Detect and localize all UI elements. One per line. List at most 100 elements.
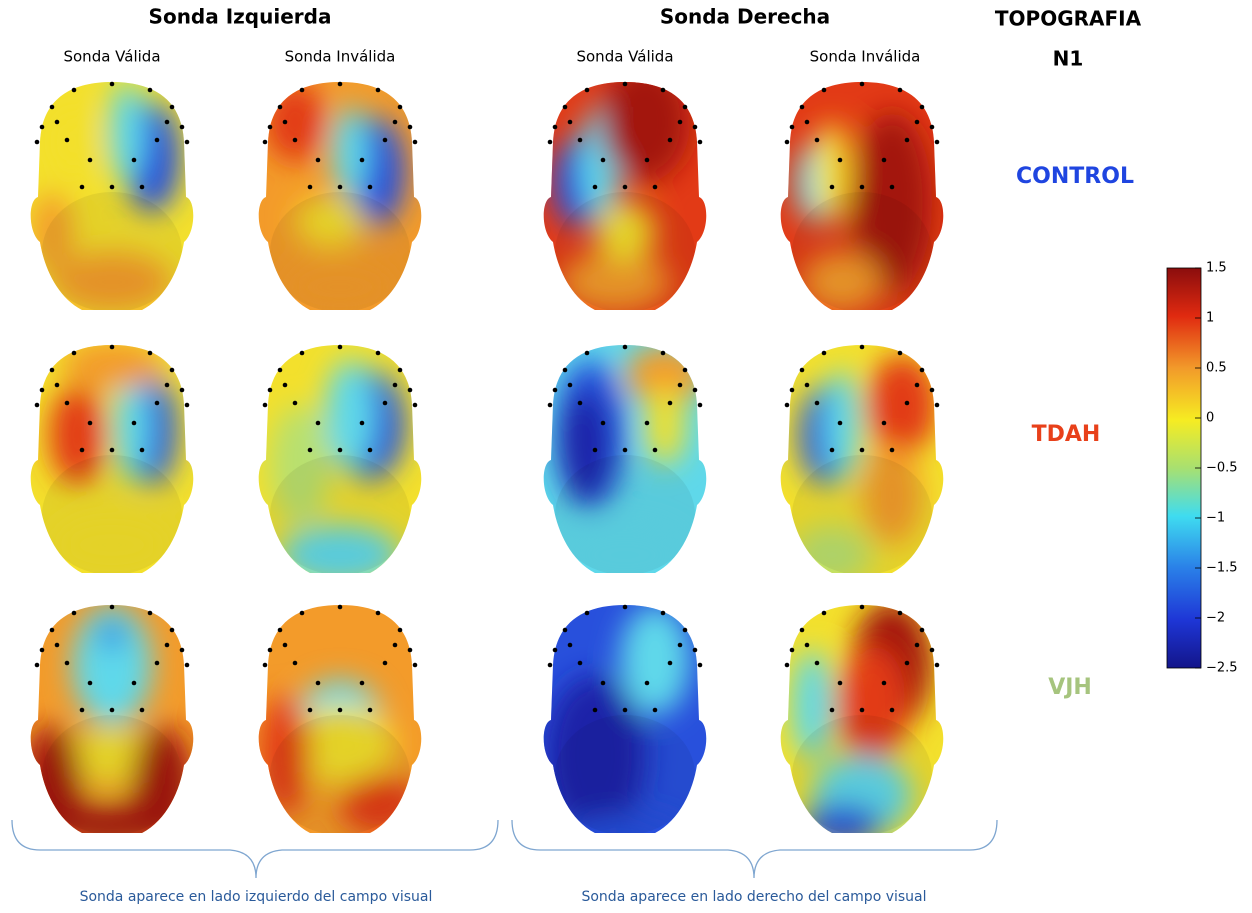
electrode [375, 87, 381, 93]
row-label: TDAH [1032, 422, 1101, 447]
electrode [644, 680, 650, 686]
electrode [307, 184, 313, 190]
potential-region [52, 805, 172, 833]
electrode [622, 447, 628, 453]
head [543, 81, 707, 310]
electrode [837, 680, 843, 686]
potential-region [792, 650, 832, 760]
electrode [652, 184, 658, 190]
head-map [543, 605, 707, 833]
electrode [154, 660, 160, 666]
electrode [87, 420, 93, 426]
electrode [804, 119, 810, 125]
electrode [282, 642, 288, 648]
electrode [814, 137, 820, 143]
electrode [697, 139, 703, 145]
electrode [837, 420, 843, 426]
potential-region [270, 405, 330, 525]
electrode [412, 662, 418, 668]
electrode [39, 387, 45, 393]
electrode [821, 350, 827, 356]
shade [270, 455, 410, 573]
electrode [34, 662, 40, 668]
head [30, 81, 194, 310]
electrode [267, 124, 273, 130]
shade [42, 192, 182, 310]
colorbar-tick-label: −2 [1206, 611, 1225, 626]
head-map [30, 82, 194, 310]
potential-region [595, 202, 655, 262]
electrode [109, 81, 115, 87]
electrode [277, 627, 283, 633]
electrode [552, 647, 558, 653]
potential-region [49, 385, 105, 485]
electrode [367, 447, 373, 453]
shade [270, 715, 410, 833]
electrode [277, 367, 283, 373]
electrode [934, 139, 940, 145]
head-blobs [795, 112, 932, 310]
electrode [337, 707, 343, 713]
electrode [87, 680, 93, 686]
electrode [277, 104, 283, 110]
electrode [315, 157, 321, 163]
head-blobs [270, 360, 405, 573]
electrode [562, 104, 568, 110]
electrode [667, 400, 673, 406]
electrode [179, 387, 185, 393]
electrode [677, 382, 683, 388]
electrode [375, 610, 381, 616]
electrode [697, 662, 703, 668]
head-map [258, 605, 422, 833]
head-map [30, 345, 194, 573]
electrode [179, 124, 185, 130]
electrode [692, 124, 698, 130]
shade [555, 455, 695, 573]
shade [270, 192, 410, 310]
head [780, 604, 944, 833]
head [543, 344, 707, 573]
column-label: Sonda Inválida [285, 48, 396, 66]
electrode [169, 367, 175, 373]
electrode [71, 87, 77, 93]
electrode [829, 184, 835, 190]
electrode [397, 367, 403, 373]
head [780, 344, 944, 573]
shade [42, 455, 182, 573]
electrode [267, 387, 273, 393]
potential-region [52, 515, 172, 573]
electrode [412, 139, 418, 145]
electrode [667, 137, 673, 143]
electrode [660, 350, 666, 356]
potential-region [565, 815, 685, 833]
electrode [919, 627, 925, 633]
electrode [562, 367, 568, 373]
electrode [154, 137, 160, 143]
electrode [644, 420, 650, 426]
electrode [407, 124, 413, 130]
potential-region [620, 605, 690, 715]
electrode [904, 137, 910, 143]
electrode [337, 447, 343, 453]
head-map [543, 345, 707, 573]
electrode [164, 119, 170, 125]
electrode [382, 660, 388, 666]
electrode [789, 124, 795, 130]
electrode [382, 137, 388, 143]
electrode [547, 139, 553, 145]
electrode [49, 627, 55, 633]
electrode [677, 642, 683, 648]
electrode [547, 662, 553, 668]
electrode [139, 447, 145, 453]
potential-region [545, 675, 645, 833]
electrode [184, 662, 190, 668]
potential-region [280, 525, 400, 573]
electrode [299, 610, 305, 616]
electrode [299, 350, 305, 356]
electrode [169, 627, 175, 633]
electrode [147, 350, 153, 356]
potential-region [295, 197, 365, 247]
electrode [292, 400, 298, 406]
electrode [64, 400, 70, 406]
electrode [367, 184, 373, 190]
